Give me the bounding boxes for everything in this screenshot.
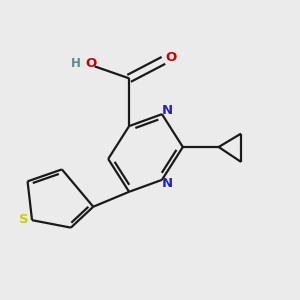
Text: O: O [85,57,97,70]
Text: N: N [162,177,173,190]
Text: N: N [162,104,173,117]
Text: O: O [165,51,176,64]
Text: S: S [19,213,28,226]
Text: H: H [71,57,81,70]
